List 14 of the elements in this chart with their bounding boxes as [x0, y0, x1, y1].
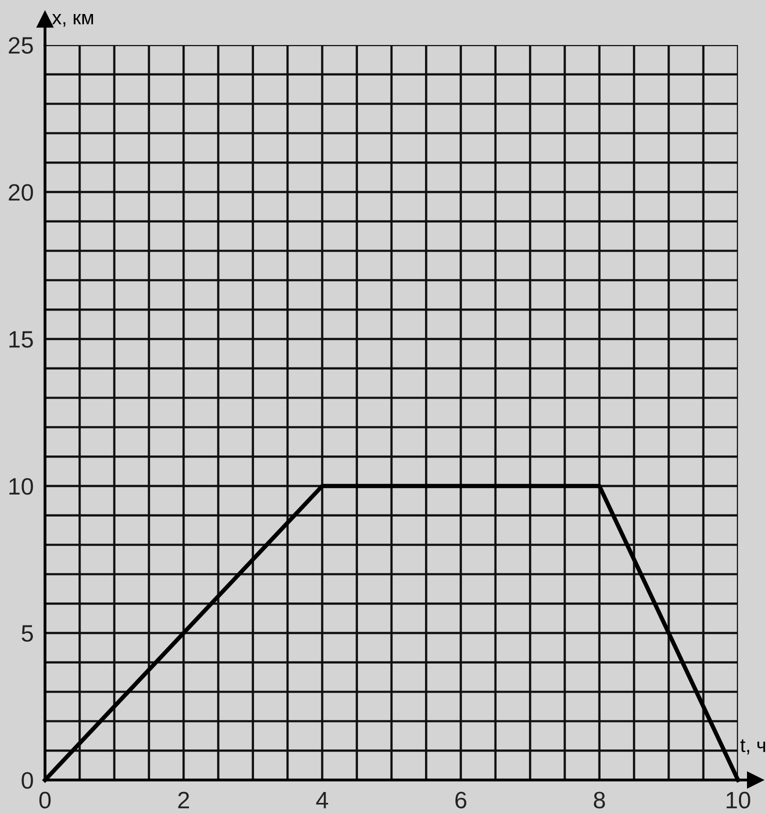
x-tick-label: 4: [316, 792, 328, 808]
x-axis-title: t, ч: [740, 739, 766, 754]
y-tick-label: 20: [8, 184, 33, 201]
y-tick-label: 10: [9, 478, 33, 495]
y-tick-label: 0: [22, 772, 33, 789]
x-tick-label: 0: [39, 792, 51, 808]
x-tick-label: 6: [455, 792, 466, 808]
x-tick-label: 10: [726, 792, 750, 808]
y-tick-label: 15: [9, 331, 33, 348]
x-tick-label: 2: [178, 792, 189, 808]
y-axis-title: x, км: [52, 14, 93, 27]
y-tick-label: 5: [22, 625, 33, 642]
x-tick-label: 8: [594, 792, 605, 808]
y-tick-label: 25: [8, 37, 33, 54]
